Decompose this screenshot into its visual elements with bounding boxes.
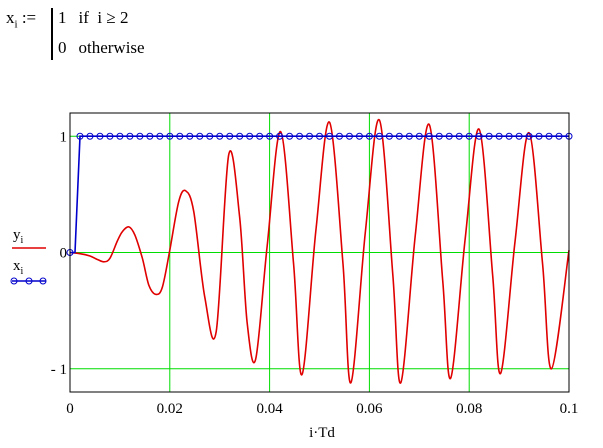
series-x-marker xyxy=(196,132,204,140)
series-x-marker xyxy=(296,132,304,140)
series-x-marker xyxy=(515,132,523,140)
case1-condition: i ≥ 2 xyxy=(97,8,129,27)
series-x-marker xyxy=(316,132,323,140)
legend-x-label: xi xyxy=(13,258,24,277)
y-tick-labels: 1 0 - 1 xyxy=(51,129,67,378)
series-x-marker xyxy=(286,132,294,140)
x-tick-label-1: 0.02 xyxy=(157,401,183,417)
series-x-marker xyxy=(405,132,413,140)
series-x-marker xyxy=(555,132,563,140)
series-x-marker xyxy=(345,132,353,140)
x-tick-label-3: 0.06 xyxy=(356,401,383,417)
x-tick-label-0: 0 xyxy=(66,401,74,417)
series-x-marker xyxy=(465,132,473,140)
series-x-marker xyxy=(455,132,463,140)
series-x-marker xyxy=(76,132,84,140)
series-x-marker xyxy=(375,132,383,140)
series-x-marker xyxy=(216,132,224,140)
legend-x-name: x xyxy=(13,258,21,274)
series-x-marker xyxy=(306,132,314,140)
x-tick-label-4: 0.08 xyxy=(456,401,482,417)
legend-y-name: y xyxy=(13,227,21,243)
series-x-marker xyxy=(355,132,363,140)
legend-y-subscript: i xyxy=(21,235,24,246)
series-x-marker xyxy=(256,132,264,140)
series-x-marker xyxy=(166,132,174,140)
x-tick-label-5: 0.1 xyxy=(560,401,579,417)
series-x-marker xyxy=(146,132,154,140)
series-x-marker xyxy=(525,132,533,140)
case-row-2: 0 otherwise xyxy=(58,38,145,58)
series-x-marker xyxy=(435,132,443,140)
piecewise-definition: xi := 1 if i ≥ 2 0 otherwise xyxy=(6,4,206,60)
series-x-marker xyxy=(246,132,254,140)
legend-y-label: yi xyxy=(13,227,24,246)
series-x-marker xyxy=(266,132,274,140)
series-x xyxy=(66,132,573,256)
series-x-marker xyxy=(445,132,453,140)
series-x-marker xyxy=(535,132,543,140)
series-x-marker xyxy=(495,132,503,140)
series-x-marker xyxy=(385,132,393,140)
definition-var: x xyxy=(6,8,15,27)
series-x-marker xyxy=(425,132,433,140)
series-x-marker xyxy=(335,132,343,140)
series-x-marker xyxy=(116,132,124,140)
y-tick-label-1: 0 xyxy=(60,246,68,262)
series-x-marker xyxy=(226,132,234,140)
series-x-marker xyxy=(475,132,483,140)
x-tick-labels: 0 0.02 0.04 0.06 0.08 0.1 xyxy=(66,401,578,417)
legend-x-swatch xyxy=(10,277,47,285)
legend: yi xi xyxy=(10,227,47,285)
legend-x-subscript: i xyxy=(21,266,24,277)
y-tick-label-2: - 1 xyxy=(51,362,67,378)
series-x-marker xyxy=(126,132,134,140)
definition-var-subscript: i xyxy=(14,18,18,31)
series-x-marker xyxy=(236,132,244,140)
x-tick-label-2: 0.04 xyxy=(256,401,283,417)
series-x-marker xyxy=(206,132,214,140)
series-x-marker xyxy=(176,132,184,140)
y-tick-label-0: 1 xyxy=(60,129,68,145)
series-x-marker xyxy=(485,132,493,140)
series-x-marker xyxy=(106,132,114,140)
series-x-marker xyxy=(365,132,373,140)
assign-operator: := xyxy=(21,8,37,27)
series-x-marker xyxy=(136,132,144,140)
series-x-marker xyxy=(96,132,104,140)
series-x-marker xyxy=(86,132,94,140)
series-x-marker xyxy=(545,132,553,140)
series-x-marker xyxy=(156,132,164,140)
case2-keyword: otherwise xyxy=(78,38,145,57)
case-bracket xyxy=(51,8,53,60)
series-x-marker xyxy=(395,132,403,140)
definition-lhs: xi := xyxy=(6,8,36,30)
series-x-marker xyxy=(325,132,333,140)
case1-value: 1 xyxy=(58,8,67,27)
series-x-marker xyxy=(505,132,513,140)
series-x-marker xyxy=(415,132,423,140)
case1-keyword: if xyxy=(78,8,89,27)
case-row-1: 1 if i ≥ 2 xyxy=(58,8,128,28)
x-axis-label: i·Td xyxy=(309,425,335,441)
case2-value: 0 xyxy=(58,38,67,57)
series-x-marker xyxy=(276,132,284,140)
series-x-marker xyxy=(186,132,194,140)
plot-frame xyxy=(69,112,570,393)
